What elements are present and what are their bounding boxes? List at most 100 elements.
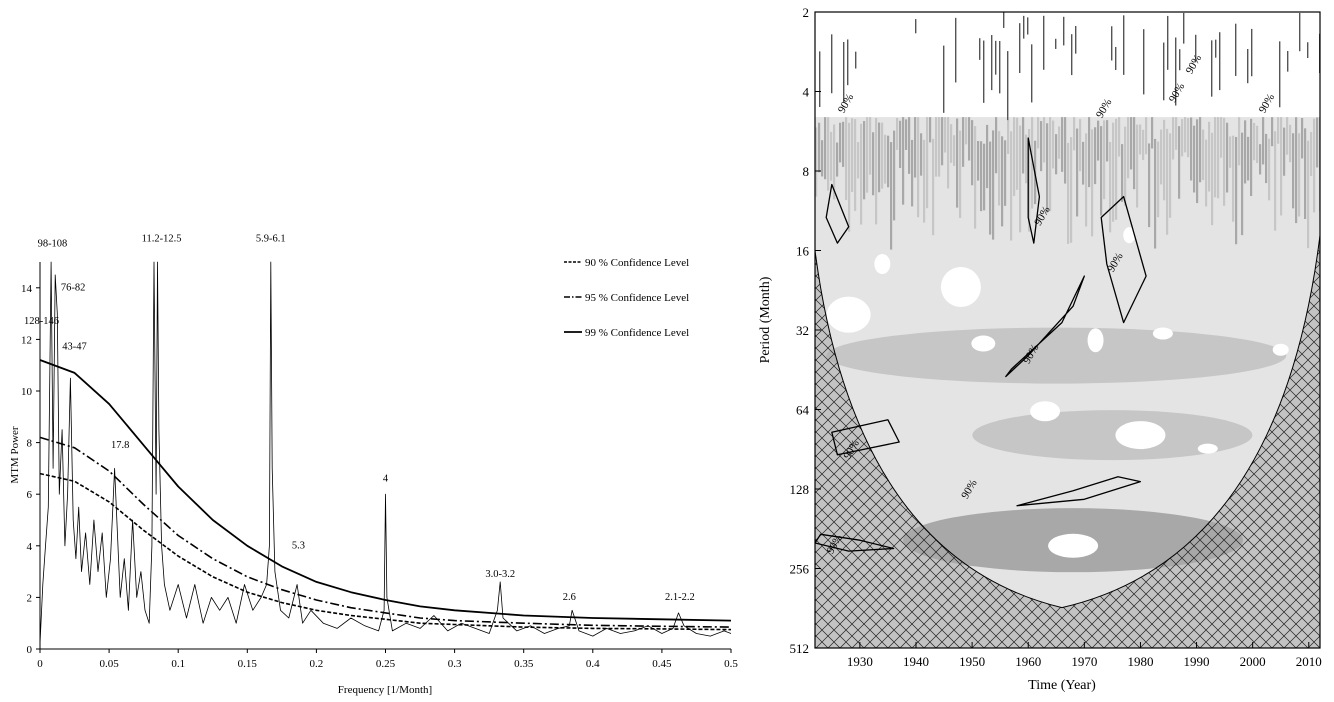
power-spike — [1075, 26, 1076, 54]
wavelet-x-tick-label: 1940 — [903, 654, 929, 669]
spectrum-x-tick-label: 0.35 — [514, 658, 534, 670]
spectrum-x-tick-label: 0.45 — [652, 658, 672, 670]
power-spike — [995, 41, 996, 75]
wavelet-x-tick-label: 1930 — [847, 654, 873, 669]
power-streak — [1229, 136, 1231, 167]
power-streak — [1142, 130, 1144, 160]
power-spot — [1115, 421, 1165, 449]
wavelet-y-tick-label: 32 — [796, 323, 809, 338]
power-streak — [959, 131, 961, 218]
power-streak — [1193, 126, 1195, 193]
power-streak — [1283, 128, 1285, 176]
legend-label: 95 % Confidence Level — [585, 292, 689, 304]
wavelet-x-tick-label: 2000 — [1240, 654, 1266, 669]
power-spot — [827, 297, 871, 333]
power-streak — [1148, 143, 1150, 227]
power-spike — [1115, 47, 1116, 70]
power-spike — [1063, 17, 1064, 46]
wavelet-x-tick-label: 1990 — [1184, 654, 1210, 669]
power-spike — [1211, 40, 1212, 96]
power-streak — [1106, 120, 1108, 161]
power-streak — [1103, 120, 1105, 199]
power-spike — [955, 18, 956, 83]
power-streak — [1109, 142, 1111, 232]
power-streak — [1124, 127, 1126, 206]
power-streak — [1292, 133, 1294, 208]
power-streak — [1091, 129, 1093, 236]
wavelet-y-tick-label: 2 — [803, 5, 810, 20]
power-streak — [1205, 140, 1207, 207]
power-streak — [905, 119, 907, 150]
spectrum-axes — [40, 262, 731, 649]
power-streak — [1016, 118, 1018, 190]
power-spike — [1027, 17, 1028, 34]
power-streak — [1040, 121, 1042, 171]
power-streak — [1013, 112, 1015, 196]
power-streak — [1157, 142, 1159, 218]
wavelet-y-tick-label: 256 — [790, 562, 810, 577]
power-spot — [1153, 328, 1173, 340]
spectrum-x-tick-label: 0.3 — [448, 658, 462, 670]
power-spike — [943, 46, 944, 113]
power-streak — [938, 108, 940, 177]
wavelet-x-tick-label: 1960 — [1015, 654, 1041, 669]
power-streak — [845, 116, 847, 200]
power-streak — [995, 108, 997, 173]
power-streak — [1094, 127, 1096, 184]
power-streak — [1067, 143, 1069, 244]
power-streak — [1082, 142, 1084, 185]
power-streak — [890, 142, 892, 249]
power-spike — [1247, 49, 1248, 83]
power-spot — [1273, 344, 1289, 356]
wavelet-x-tick-label: 1970 — [1071, 654, 1097, 669]
power-streak — [935, 107, 937, 177]
spectrum-x-tick-label: 0.05 — [99, 658, 119, 670]
spectrum-x-tick-label: 0.25 — [376, 658, 396, 670]
power-spike — [831, 34, 832, 93]
spectrum-y-tick-label: 12 — [21, 334, 32, 346]
spectrum-x-tick-label: 0.2 — [310, 658, 324, 670]
power-streak — [1079, 119, 1081, 171]
power-spot — [1030, 401, 1060, 421]
wavelet-y-tick-label: 128 — [790, 482, 810, 497]
power-streak — [1046, 123, 1048, 212]
power-streak — [1253, 123, 1255, 160]
power-streak — [1172, 110, 1174, 160]
power-spot — [971, 336, 995, 352]
power-streak — [1211, 133, 1213, 225]
power-streak — [887, 136, 889, 188]
power-low-band — [815, 12, 1320, 117]
peak-label: 3.0-3.2 — [485, 569, 515, 580]
power-spike — [983, 41, 984, 103]
power-streak — [1055, 134, 1057, 174]
power-spot — [1088, 328, 1104, 352]
power-streak — [1004, 140, 1006, 206]
power-streak — [881, 123, 883, 189]
wavelet-y-tick-label: 64 — [796, 403, 810, 418]
power-spike — [1251, 29, 1252, 76]
spectrum-y-tick-label: 10 — [21, 386, 33, 398]
wavelet-x-axis-label: Time (Year) — [1028, 678, 1096, 693]
spectrum-x-tick-label: 0.15 — [238, 658, 258, 670]
power-streak — [1025, 135, 1027, 184]
peak-label: 5.9-6.1 — [256, 233, 286, 244]
power-streak — [1100, 126, 1102, 215]
power-spike — [1123, 15, 1124, 75]
power-streak — [941, 117, 943, 165]
power-spike — [1003, 12, 1004, 28]
power-streak — [911, 140, 913, 207]
power-streak — [1139, 124, 1141, 154]
power-streak — [1184, 111, 1186, 153]
wavelet-x-tick-label: 2010 — [1296, 654, 1322, 669]
spectrum-y-tick-label: 0 — [27, 644, 33, 656]
power-streak — [896, 118, 898, 150]
power-streak — [818, 123, 820, 173]
power-streak — [1190, 118, 1192, 181]
legend-label: 99 % Confidence Level — [585, 327, 689, 339]
power-spike — [1111, 26, 1112, 60]
power-spike — [855, 52, 856, 69]
power-spike — [1307, 42, 1308, 58]
power-streak — [971, 120, 973, 185]
power-streak — [860, 124, 862, 225]
power-spike — [1071, 34, 1072, 75]
